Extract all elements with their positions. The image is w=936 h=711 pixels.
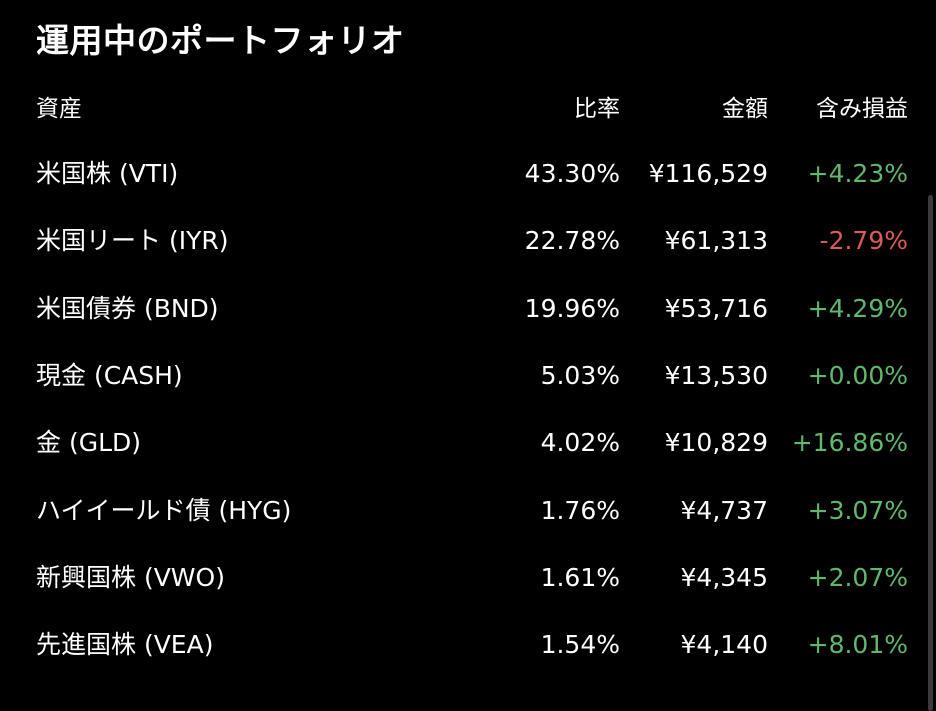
asset-gain: +2.07% [807,563,908,592]
table-row[interactable]: 現金 (CASH) 5.03% ¥13,530 +0.00% [0,354,936,398]
page-title: 運用中のポートフォリオ [36,21,405,60]
table-row[interactable]: 金 (GLD) 4.02% ¥10,829 +16.86% [0,421,936,465]
asset-amount: ¥4,140 [680,630,768,659]
asset-amount: ¥4,737 [680,496,768,525]
asset-amount: ¥61,313 [664,226,768,255]
asset-ratio: 5.03% [540,361,620,390]
asset-name: 新興国株 (VWO) [36,563,225,592]
header-gain: 含み損益 [816,96,908,122]
asset-gain: +8.01% [807,630,908,659]
table-row[interactable]: 米国株 (VTI) 43.30% ¥116,529 +4.23% [0,152,936,196]
asset-name: 米国債券 (BND) [36,294,219,323]
asset-amount: ¥4,345 [680,563,768,592]
scrollbar[interactable] [928,195,933,711]
table-header: 資産 比率 金額 含み損益 [0,87,936,131]
asset-name: 金 (GLD) [36,428,142,457]
asset-name: 先進国株 (VEA) [36,630,214,659]
asset-ratio: 1.61% [540,563,620,592]
asset-ratio: 1.54% [540,630,620,659]
header-ratio: 比率 [574,96,620,122]
asset-amount: ¥53,716 [664,294,768,323]
asset-ratio: 43.30% [524,159,620,188]
asset-gain: +0.00% [807,361,908,390]
asset-name: 米国株 (VTI) [36,159,179,188]
table-row[interactable]: 米国リート (IYR) 22.78% ¥61,313 -2.79% [0,219,936,263]
asset-gain: +16.86% [791,428,908,457]
table-row[interactable]: 先進国株 (VEA) 1.54% ¥4,140 +8.01% [0,623,936,667]
asset-amount: ¥10,829 [664,428,768,457]
asset-ratio: 1.76% [540,496,620,525]
asset-name: 米国リート (IYR) [36,226,229,255]
asset-ratio: 4.02% [540,428,620,457]
asset-gain: +3.07% [807,496,908,525]
asset-name: 現金 (CASH) [36,361,183,390]
asset-ratio: 22.78% [524,226,620,255]
asset-gain: +4.23% [807,159,908,188]
asset-amount: ¥13,530 [664,361,768,390]
asset-gain: +4.29% [807,294,908,323]
asset-name: ハイイールド債 (HYG) [36,496,292,525]
asset-gain: -2.79% [819,226,908,255]
asset-amount: ¥116,529 [648,159,768,188]
asset-ratio: 19.96% [524,294,620,323]
header-asset: 資産 [36,96,82,122]
table-row[interactable]: 米国債券 (BND) 19.96% ¥53,716 +4.29% [0,287,936,331]
table-row[interactable]: ハイイールド債 (HYG) 1.76% ¥4,737 +3.07% [0,489,936,533]
header-amount: 金額 [722,96,768,122]
table-row[interactable]: 新興国株 (VWO) 1.61% ¥4,345 +2.07% [0,556,936,600]
